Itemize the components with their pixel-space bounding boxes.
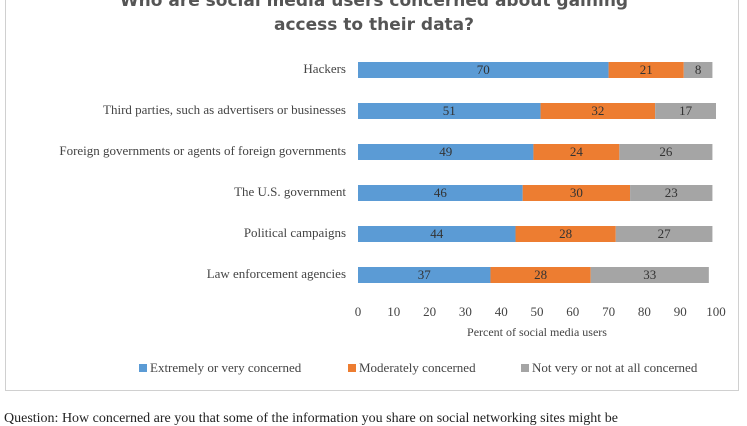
x-tick-label: 90	[674, 304, 687, 319]
bar-segment	[358, 185, 523, 201]
bar-segment	[358, 62, 609, 78]
legend-swatch	[348, 364, 356, 372]
bar-segment	[358, 267, 491, 283]
data-label: 8	[695, 62, 702, 77]
bar-segment	[615, 226, 713, 242]
bar-segment	[683, 62, 713, 78]
x-tick-label: 50	[531, 304, 544, 319]
bar-segment	[630, 185, 713, 201]
data-label: 23	[665, 185, 678, 200]
data-label: 26	[659, 144, 673, 159]
x-tick-label: 20	[423, 304, 436, 319]
data-label: 49	[439, 144, 452, 159]
bar-segment	[590, 267, 709, 283]
y-tick-label: Hackers	[303, 61, 346, 76]
data-label: 28	[559, 226, 572, 241]
x-tick-label: 80	[638, 304, 651, 319]
data-label: 27	[658, 226, 672, 241]
data-label: 51	[443, 103, 456, 118]
bar-segment	[515, 226, 616, 242]
x-tick-label: 10	[387, 304, 400, 319]
data-label: 37	[418, 267, 432, 282]
y-tick-label: Political campaigns	[244, 225, 346, 240]
x-tick-label: 60	[566, 304, 579, 319]
x-axis-label: Percent of social media users	[467, 325, 607, 339]
legend-label: Extremely or very concerned	[150, 360, 302, 375]
bar-segment	[358, 226, 516, 242]
data-label: 32	[591, 103, 604, 118]
x-tick-label: 70	[602, 304, 615, 319]
y-tick-label: Third parties, such as advertisers or bu…	[103, 102, 346, 117]
bar-segment	[608, 62, 684, 78]
legend-swatch	[139, 364, 147, 372]
data-label: 24	[570, 144, 584, 159]
legend-swatch	[521, 364, 529, 372]
bar-segment	[522, 185, 631, 201]
data-label: 30	[570, 185, 583, 200]
bar-segment	[358, 103, 541, 119]
data-label: 21	[640, 62, 653, 77]
data-label: 17	[679, 103, 693, 118]
chart-title: Who are social media users concerned abo…	[119, 0, 629, 35]
data-label: 28	[534, 267, 547, 282]
x-tick-label: 30	[459, 304, 472, 319]
bar-segment	[540, 103, 656, 119]
bar-segment	[655, 103, 716, 119]
data-label: 70	[477, 62, 490, 77]
legend-label: Moderately concerned	[359, 360, 476, 375]
legend-label: Not very or not at all concerned	[532, 360, 698, 375]
chart-frame	[5, 0, 739, 391]
data-label: 44	[430, 226, 444, 241]
question-note: Question: How concerned are you that som…	[4, 411, 618, 426]
x-tick-label: 0	[355, 304, 362, 319]
bar-segment	[619, 144, 713, 160]
y-tick-label: Law enforcement agencies	[207, 266, 346, 281]
x-tick-label: 40	[495, 304, 508, 319]
bar-segment	[358, 144, 534, 160]
x-tick-label: 100	[706, 304, 726, 319]
y-tick-label: Foreign governments or agents of foreign…	[59, 143, 346, 158]
data-label: 46	[434, 185, 448, 200]
bar-segment	[533, 144, 620, 160]
bar-segment	[490, 267, 591, 283]
data-label: 33	[643, 267, 656, 282]
y-tick-label: The U.S. government	[234, 184, 346, 199]
